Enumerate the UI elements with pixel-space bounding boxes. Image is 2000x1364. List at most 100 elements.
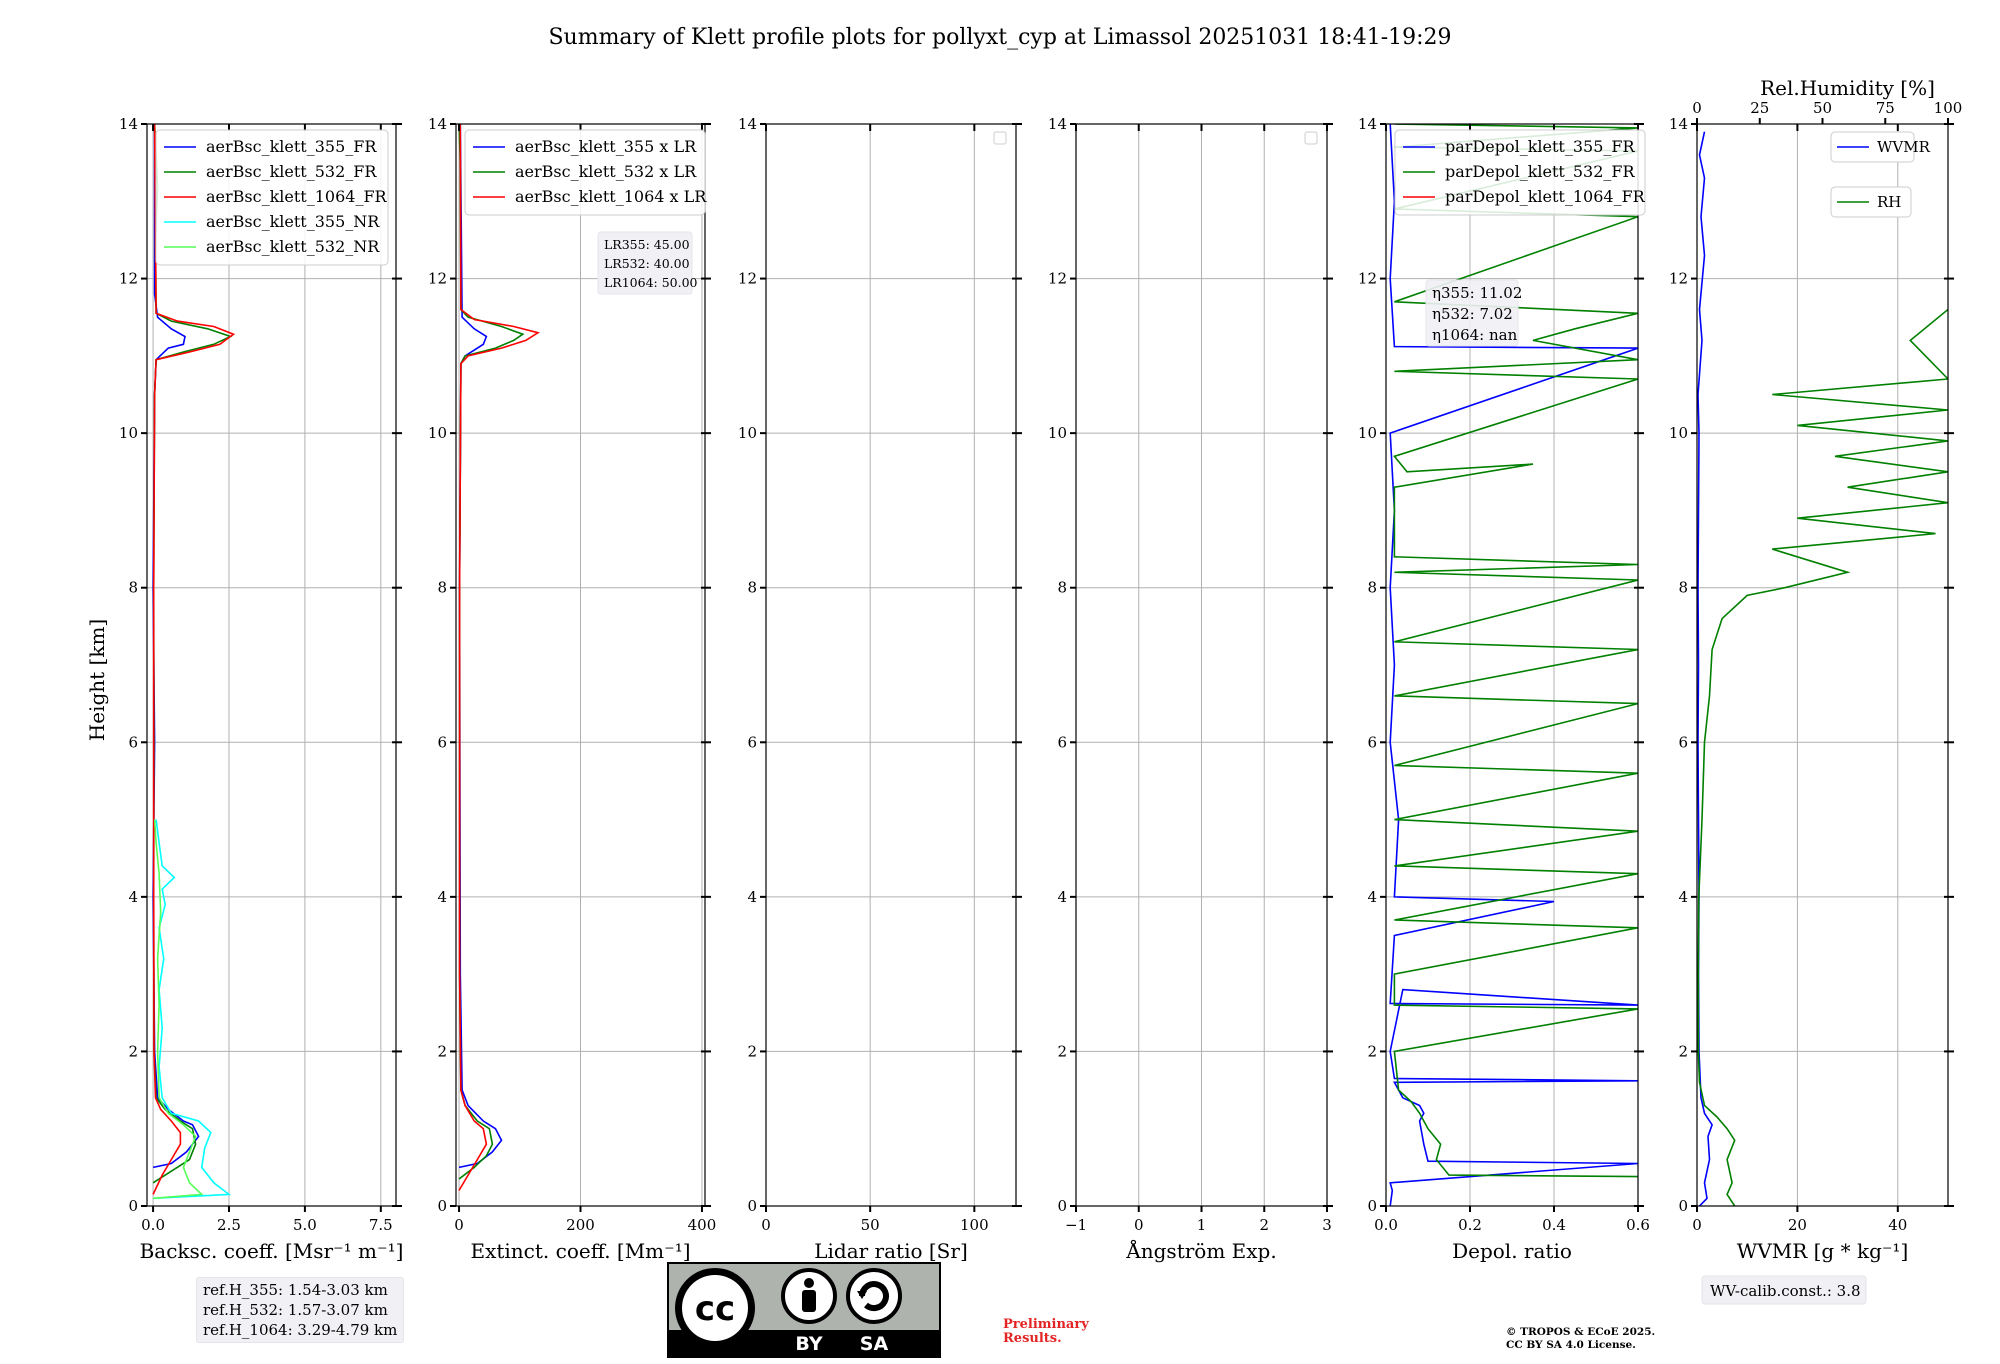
legend-label-bsc-1: aerBsc_klett_532_FR — [206, 162, 377, 181]
xtick-label-ext-0: 0 — [454, 1216, 464, 1234]
xtick-label-ang-0: −1 — [1065, 1216, 1087, 1234]
ytick-label-ang-7: 14 — [1048, 115, 1067, 133]
xtick-label-ext-1: 200 — [566, 1216, 595, 1234]
wv-calib-annotation: WV-calib.const.: 3.8 — [1701, 1275, 1867, 1305]
svg-text:WVMR: WVMR — [1877, 138, 1931, 156]
ytick-label-lr-0: 0 — [747, 1197, 757, 1215]
ytick-label-bsc-1: 2 — [128, 1042, 138, 1060]
eta-annotation-1: η532: 7.02 — [1432, 305, 1513, 323]
ytick-label-ext-3: 6 — [437, 733, 447, 751]
xtick-label-lr-2: 100 — [960, 1216, 989, 1234]
xtick-label-wv-1: 20 — [1788, 1216, 1807, 1234]
legend-label-ext-0: aerBsc_klett_355 x LR — [515, 137, 697, 156]
ytick-label-lr-5: 10 — [738, 424, 757, 442]
xtick-label-bsc-0: 0.0 — [141, 1216, 165, 1234]
svg-text:RH: RH — [1877, 193, 1901, 211]
ytick-label-wv-3: 6 — [1678, 733, 1688, 751]
xtick-label-dep-1: 0.2 — [1458, 1216, 1482, 1234]
panels: 0.0 2.5 5.0 7.5 Backsc. coeff. [Msr⁻¹ m⁻¹] 0 2… — [119, 76, 1962, 1305]
preliminary-line1: Preliminary — [1003, 1317, 1089, 1332]
xtick-label-ang-4: 3 — [1322, 1216, 1332, 1234]
series-bsc-4 — [153, 819, 204, 1200]
ytick-label-bsc-7: 14 — [119, 115, 138, 133]
legend-label-ext-1: aerBsc_klett_532 x LR — [515, 162, 697, 181]
series-bsc-0 — [152, 124, 200, 1169]
legend-ext: aerBsc_klett_355 x LR aerBsc_klett_532 x … — [464, 129, 707, 216]
eta-annotation-0: η355: 11.02 — [1432, 284, 1522, 302]
ytick-label-ang-5: 10 — [1048, 424, 1067, 442]
top-xlabel-wv: Rel.Humidity [%] — [1760, 76, 1935, 100]
legend-label-bsc-0: aerBsc_klett_355_FR — [206, 137, 377, 156]
ytick-label-lr-6: 12 — [738, 270, 757, 288]
empty-legend-lr — [993, 131, 1007, 145]
ytick-label-bsc-0: 0 — [128, 1197, 138, 1215]
ytick-label-wv-2: 4 — [1678, 888, 1688, 906]
frame-lr — [765, 123, 1017, 1207]
ytick-label-bsc-4: 8 — [128, 579, 138, 597]
ytick-label-dep-1: 2 — [1367, 1042, 1377, 1060]
ytick-label-lr-7: 14 — [738, 115, 757, 133]
preliminary-results-note: Preliminary Results. — [1003, 1318, 1089, 1346]
legend-label-bsc-4: aerBsc_klett_532_NR — [206, 237, 380, 256]
ytick-label-bsc-5: 10 — [119, 424, 138, 442]
legend-label-bsc-2: aerBsc_klett_1064_FR — [206, 187, 388, 206]
ytick-label-ang-2: 4 — [1057, 888, 1067, 906]
legend-bsc: aerBsc_klett_355_FR aerBsc_klett_532_FRae… — [155, 129, 389, 266]
xlabel-ang: Ångström Exp. — [1125, 1238, 1276, 1263]
y-axis-label: Height [km] — [85, 619, 109, 741]
ytick-label-wv-4: 8 — [1678, 579, 1688, 597]
ytick-label-bsc-2: 4 — [128, 888, 138, 906]
copyright-line1: © TROPOS & ECoE 2025. — [1506, 1326, 1656, 1338]
xtick-label-ang-2: 1 — [1197, 1216, 1207, 1234]
cc-by-sa-license-badge: cc BY SA — [667, 1262, 941, 1358]
xlabel-bsc: Backsc. coeff. [Msr⁻¹ m⁻¹] — [140, 1239, 404, 1263]
ytick-label-ang-1: 2 — [1057, 1042, 1067, 1060]
legend-label-ext-2: aerBsc_klett_1064 x LR — [515, 187, 707, 206]
panel-lr: 0 50 100 Lidar ratio [Sr] 0 2 4 6 8 10 12 14 — [738, 115, 1022, 1263]
ytick-label-dep-7: 14 — [1358, 115, 1377, 133]
ytick-label-wv-1: 2 — [1678, 1042, 1688, 1060]
eta-annotation-2: η1064: nan — [1432, 326, 1518, 344]
series-dep-1 — [1393, 124, 1638, 1178]
ytick-label-lr-3: 6 — [747, 733, 757, 751]
series-ext-0 — [458, 124, 503, 1169]
ref-height-532: ref.H_532: 1.57-3.07 km — [203, 1301, 388, 1319]
lr-annotation: LR355: 45.00 LR532: 40.00 LR1064: 50.00 — [597, 231, 698, 295]
frame-bsc — [146, 123, 397, 1207]
ytick-label-lr-2: 4 — [747, 888, 757, 906]
series-ext-1 — [458, 124, 525, 1180]
xlabel-lr: Lidar ratio [Sr] — [814, 1239, 968, 1263]
top-xtick-label-wv-1: 25 — [1750, 99, 1769, 117]
share-alike-icon — [846, 1268, 902, 1324]
copyright-note: © TROPOS & ECoE 2025. CC BY SA 4.0 Licen… — [1506, 1326, 1655, 1352]
xtick-label-ang-1: 0 — [1134, 1216, 1144, 1234]
panel-dep: 0.0 0.2 0.4 0.6 Depol. ratio 0 2 4 6 8 10 12 14 parDe… — [1358, 115, 1650, 1263]
reference-height-box: ref.H_355: 1.54-3.03 km ref.H_532: 1.57-… — [196, 1277, 405, 1343]
series-bsc-3 — [153, 819, 232, 1200]
xtick-label-bsc-2: 5.0 — [293, 1216, 317, 1234]
top-xtick-label-wv-3: 75 — [1876, 99, 1895, 117]
xtick-label-bsc-1: 2.5 — [217, 1216, 241, 1234]
ytick-label-ext-6: 12 — [428, 270, 447, 288]
ytick-label-ang-3: 6 — [1057, 733, 1067, 751]
lr-annotation-2: LR1064: 50.00 — [604, 275, 698, 290]
legend-label-dep-2: parDepol_klett_1064_FR — [1445, 187, 1646, 206]
xtick-label-dep-2: 0.4 — [1542, 1216, 1566, 1234]
xtick-label-dep-0: 0.0 — [1374, 1216, 1398, 1234]
series-bsc-2 — [152, 124, 236, 1195]
ytick-label-dep-5: 10 — [1358, 424, 1377, 442]
xlabel-wv: WVMR [g * kg⁻¹] — [1737, 1239, 1909, 1263]
sa-label: SA — [860, 1333, 889, 1355]
ytick-label-wv-5: 10 — [1669, 424, 1688, 442]
top-xtick-label-wv-0: 0 — [1692, 99, 1702, 117]
xtick-label-ext-2: 400 — [688, 1216, 717, 1234]
ytick-label-ext-4: 8 — [437, 579, 447, 597]
ytick-label-ext-1: 2 — [437, 1042, 447, 1060]
panel-ext: 0 200 400 Extinct. coeff. [Mm⁻¹] 0 2 4 6 8 10 12 14… — [428, 115, 716, 1263]
xtick-label-wv-2: 40 — [1888, 1216, 1907, 1234]
ytick-label-dep-4: 8 — [1367, 579, 1377, 597]
legend-label-dep-0: parDepol_klett_355_FR — [1445, 137, 1636, 156]
ref-height-1064: ref.H_1064: 3.29-4.79 km — [203, 1321, 398, 1339]
xlabel-ext: Extinct. coeff. [Mm⁻¹] — [470, 1239, 690, 1263]
